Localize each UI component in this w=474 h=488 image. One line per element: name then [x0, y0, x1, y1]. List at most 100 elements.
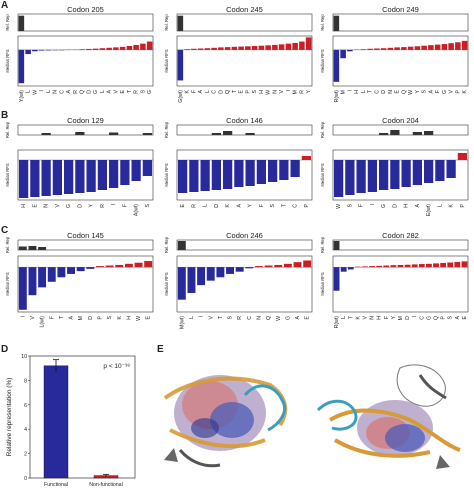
bar [41, 160, 51, 196]
rel-rep-axis-label: Rel. Rep [320, 121, 325, 138]
protein-structure-left [163, 375, 288, 468]
tick-label: G [66, 204, 72, 208]
bar [126, 46, 133, 50]
bar [424, 160, 434, 183]
bar [251, 46, 258, 50]
bar [404, 264, 411, 268]
tick-label: N [388, 90, 394, 94]
rel-rep-axis-label: Rel. Rep [320, 14, 325, 31]
bar [255, 266, 263, 268]
bar [238, 46, 244, 50]
tick-label: L [203, 204, 209, 207]
tick-label: R [134, 90, 140, 94]
tick-label: Y(wt) [19, 90, 25, 102]
tick-label: A [69, 315, 75, 319]
tick-label: L [26, 90, 32, 93]
bar [177, 49, 184, 81]
bar [394, 47, 400, 50]
bar [461, 40, 468, 50]
tick-label: F [384, 316, 390, 319]
tick-label: S [422, 89, 428, 93]
bar [397, 264, 404, 268]
bar [146, 41, 153, 50]
bar [461, 261, 468, 268]
bar [367, 160, 377, 192]
tick-label: W [32, 90, 38, 95]
bar [106, 47, 112, 50]
category-label: Non-functional [89, 482, 122, 488]
tick-label: M [293, 90, 299, 94]
tick-label: G [285, 316, 291, 320]
tick-label: W [408, 90, 414, 95]
bar [131, 160, 141, 181]
tick-label: A [66, 89, 72, 93]
rel-rep-axis-label: Rel. Rep [5, 121, 10, 138]
bar [412, 160, 422, 185]
bar [272, 44, 278, 50]
bar [454, 261, 461, 268]
bar [418, 264, 425, 268]
rel-rep-axis-label: Rel. Rep [164, 236, 169, 253]
bar [28, 267, 37, 296]
bar [407, 46, 414, 50]
panel-d-ylabel: Relative representation (%) [6, 378, 13, 457]
bar [356, 160, 366, 193]
bar [18, 49, 25, 84]
bar [245, 160, 255, 186]
bar [434, 44, 441, 50]
y-tick-label: 10 [21, 354, 27, 360]
bar [401, 160, 411, 187]
panel-d-chart: D 0 2 4 6 8 10 Relative representation (%) Funct… [1, 344, 136, 488]
tick-label: N [53, 90, 59, 94]
plot-frame [332, 35, 469, 87]
tick-label: S [347, 203, 353, 207]
median-rfs-axis-label: Median RFS [5, 272, 10, 295]
plot-frame [176, 255, 313, 313]
bar [105, 265, 114, 268]
codon-chart-3: Codon 129 Rel. Rep Median RFS H E N V G D Y R I F A(w… [5, 116, 154, 216]
bar [113, 47, 119, 50]
tick-label: R [299, 90, 305, 94]
bar [290, 160, 300, 177]
chart-title: Codon 205 [67, 5, 104, 14]
tick-label: Q [225, 90, 231, 94]
bar [292, 42, 298, 50]
bar [223, 160, 233, 189]
tick-label: E(wt) [426, 204, 432, 216]
tick-label: D [392, 204, 398, 208]
bar [376, 265, 383, 268]
rel-rep-bar [245, 133, 255, 135]
bar [187, 267, 196, 293]
plot-frame [17, 35, 154, 87]
bar [414, 46, 421, 50]
tick-label: S [270, 203, 276, 207]
rel-rep-bar [177, 241, 186, 250]
bar [235, 267, 244, 272]
rel-rep-frame [176, 13, 313, 32]
bar [369, 266, 375, 268]
bar [305, 37, 312, 50]
tick-label: Y [306, 89, 312, 93]
y-tick-label: 8 [24, 378, 27, 384]
bar [258, 45, 265, 50]
tick-label: E [239, 89, 245, 93]
bar [390, 160, 400, 189]
bar [96, 266, 104, 268]
tick-label: D [405, 316, 411, 320]
chart-title: Codon 145 [67, 231, 104, 240]
rel-rep-bar [390, 130, 400, 135]
rel-rep-frame [332, 124, 469, 136]
bar [52, 160, 62, 195]
rel-rep-frame [176, 124, 313, 136]
tick-label: P [460, 203, 466, 207]
bar [334, 160, 344, 197]
tick-label: A [198, 89, 204, 93]
tick-label: V [362, 315, 368, 319]
chart-title: Codon 245 [226, 5, 263, 14]
bar [283, 263, 292, 268]
bar [133, 45, 139, 50]
bar [119, 46, 126, 50]
tick-label: E [462, 315, 468, 319]
tick-label: C [419, 316, 425, 320]
